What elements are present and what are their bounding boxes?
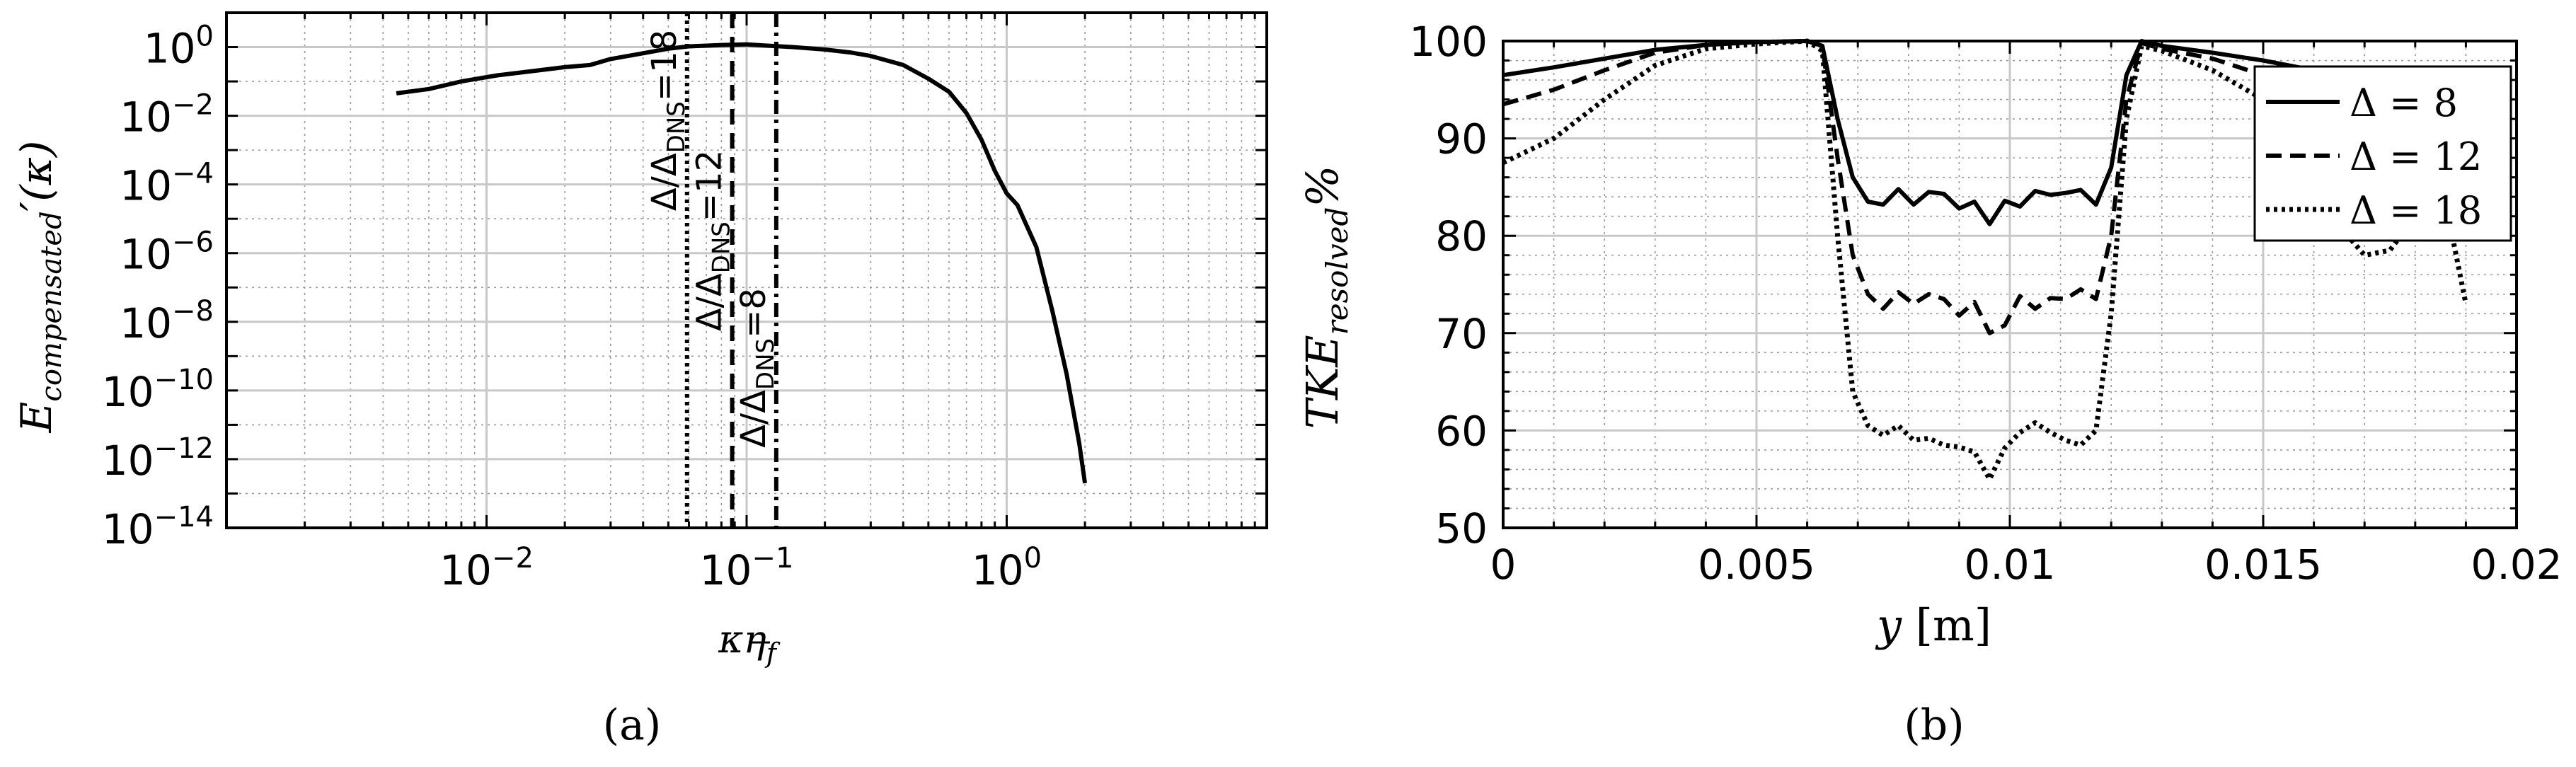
panel-b-tick-labels: 0 0.005 0.01 0.015 0.02 50 60 70 80 90 100 [1409, 18, 2562, 589]
panel-a-label: (a) [603, 700, 662, 750]
panel-b-x-tick-label: 0.02 [2471, 541, 2562, 589]
panel-b-y-tick-label: 80 [1435, 212, 1488, 260]
panel-a-grid [226, 13, 1267, 528]
panel-a-vline-label: Δ/ΔDNS=18 [645, 30, 691, 211]
panel-a-x-tick-label: 10−1 [700, 542, 794, 594]
panel-b-legend-label: Δ = 8 [2350, 81, 2458, 125]
panel-b-legend-label: Δ = 18 [2350, 188, 2482, 233]
panel-a-x-tick-label: 100 [972, 542, 1042, 594]
panel-b-x-tick-label: 0 [1490, 541, 1517, 589]
panel-b-grid [1503, 41, 2517, 528]
panel-a-vline-label: Δ/ΔDNS=12 [690, 150, 736, 331]
panel-b-x-tick-label: 0.005 [1698, 541, 1815, 589]
panel-a-x-tick-label: 10−2 [439, 542, 534, 594]
panel-b-series-line-2 [1502, 38, 2468, 482]
panel-a-y-axis-label: Ecompensated′(κ) [12, 141, 68, 434]
panel-b-legend-label: Δ = 12 [2350, 134, 2482, 179]
panel-a-vline-label: Δ/ΔDNS=8 [734, 288, 780, 448]
panel-a-series [396, 42, 1088, 484]
panel-b-label: (b) [1904, 700, 1964, 750]
panel-a-ticks [226, 13, 1267, 528]
panel-b-y-tick-label: 60 [1435, 407, 1488, 455]
panel-a-tick-labels: 10−2 10−1 100 100 10−2 10−4 10−6 10−8 10−10 10−12… [102, 21, 1042, 594]
panel-a-vertical-lines [684, 13, 778, 528]
panel-b-x-axis-label: y [m] [1875, 599, 1991, 651]
panel-a-y-tick-label: 100 [144, 21, 214, 73]
panel-a-y-tick-label: 10−6 [120, 226, 214, 279]
panel-a-y-tick-label: 10−4 [120, 158, 214, 210]
panel-b-y-tick-label: 50 [1435, 504, 1488, 553]
panel-a-vertical-line-labels: Δ/ΔDNS=18Δ/ΔDNS=12Δ/ΔDNS=8 [645, 30, 780, 448]
panel-a: 10−2 10−1 100 100 10−2 10−4 10−6 10−8 10−10 10−12… [12, 11, 1268, 750]
panel-a-y-tick-label: 10−2 [120, 89, 214, 142]
panel-b-legend: Δ = 8 Δ = 12 Δ = 18 [2253, 65, 2512, 242]
panel-b-y-tick-label: 90 [1435, 115, 1488, 163]
panel-b-y-tick-label: 70 [1435, 310, 1488, 358]
panel-b-y-axis-label: TKEresolved% [1296, 166, 1355, 429]
panel-a-y-tick-label: 10−10 [102, 364, 214, 416]
panel-b-x-tick-label: 0.015 [2204, 541, 2322, 589]
panel-b-y-tick-label: 100 [1409, 18, 1488, 66]
panel-b-x-tick-label: 0.01 [1964, 541, 2055, 589]
panel-a-y-tick-label: 10−12 [102, 432, 214, 485]
panel-a-y-tick-label: 10−8 [120, 295, 214, 347]
panel-b-ticks [1503, 41, 2517, 528]
panel-a-series-line-0 [396, 42, 1088, 484]
panel-a-y-tick-label: 10−14 [102, 501, 214, 553]
